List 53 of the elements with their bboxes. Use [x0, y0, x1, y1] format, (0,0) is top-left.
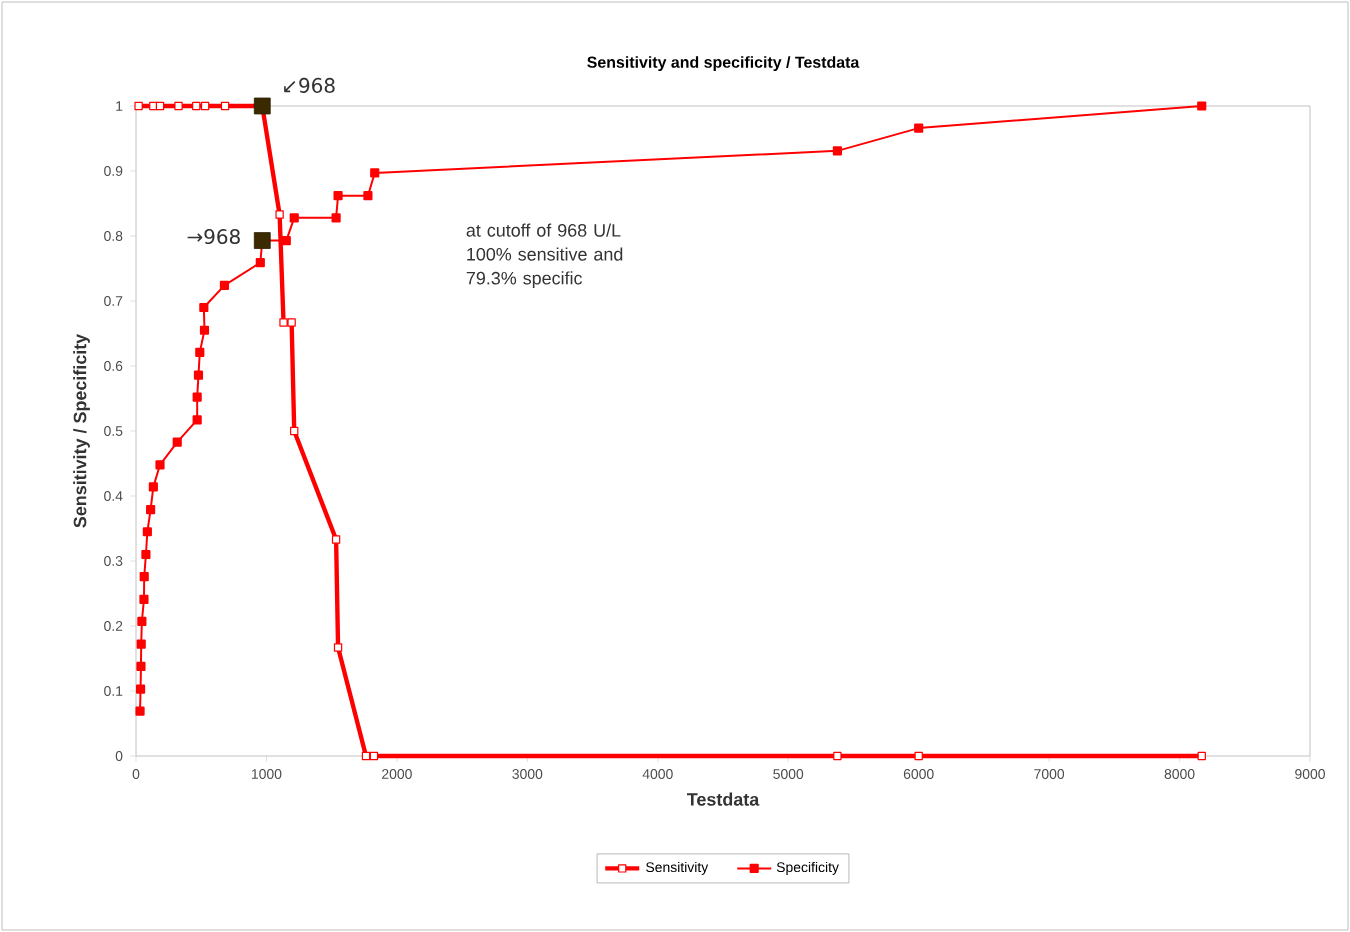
- point: [363, 191, 373, 201]
- point: [192, 101, 201, 111]
- point: [290, 426, 299, 436]
- point: [146, 505, 156, 515]
- point: [136, 639, 146, 649]
- y-axis-title: Sensitivity / Specificity: [73, 333, 90, 528]
- point: [914, 751, 923, 761]
- point: [331, 213, 341, 223]
- point: [255, 258, 265, 268]
- point: [142, 527, 152, 537]
- point: [141, 549, 151, 560]
- point: [134, 101, 143, 111]
- point: [287, 318, 296, 327]
- point: [1197, 751, 1206, 761]
- point: [199, 325, 210, 335]
- point: [289, 213, 299, 223]
- point: [1197, 101, 1207, 111]
- point: [192, 415, 202, 425]
- annotation: ↙968: [284, 77, 335, 93]
- point: [199, 302, 209, 313]
- point: [833, 751, 842, 761]
- point: [200, 101, 210, 111]
- point: [914, 123, 924, 133]
- point: [333, 191, 343, 201]
- point: [193, 370, 204, 380]
- point: [220, 101, 230, 111]
- point: [139, 572, 149, 582]
- annotation: at cutoff of 968 U/L 100% sensitive and 79.3% specific: [466, 223, 623, 289]
- point: [333, 643, 343, 652]
- point: [137, 616, 147, 627]
- point: [281, 235, 291, 246]
- point: [370, 168, 380, 178]
- point: [275, 210, 284, 219]
- point: [279, 318, 288, 327]
- point: [172, 437, 182, 447]
- point: [195, 347, 205, 357]
- point: [369, 751, 379, 761]
- point: [136, 661, 146, 671]
- annotation: →968: [187, 228, 240, 245]
- point: [361, 751, 371, 761]
- point: [192, 392, 202, 402]
- point: [135, 706, 145, 716]
- point: [135, 684, 146, 694]
- point: [174, 101, 183, 111]
- point: [139, 594, 149, 604]
- point: [148, 482, 158, 492]
- point: [155, 101, 165, 111]
- point: [155, 460, 165, 470]
- point: [253, 97, 271, 115]
- point: [331, 535, 341, 544]
- point: [832, 146, 842, 156]
- x-axis-title: Testdata: [686, 792, 760, 806]
- point: [219, 280, 230, 290]
